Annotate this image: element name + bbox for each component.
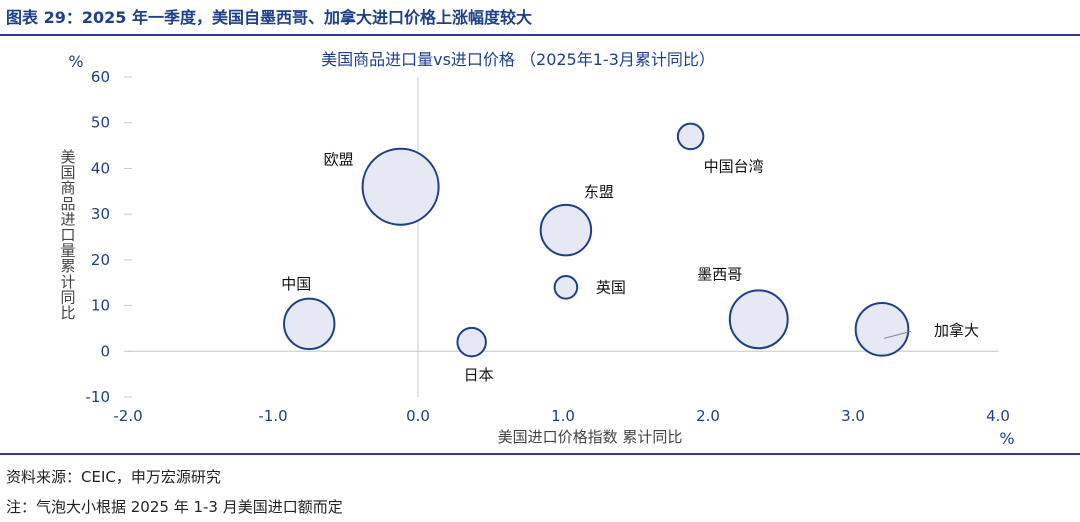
bubble-point	[361, 147, 440, 226]
title-rule	[0, 34, 1080, 36]
y-tick-label: 10	[91, 297, 110, 315]
x-tick-label: 1.0	[551, 407, 575, 425]
bubble-label: 欧盟	[324, 151, 354, 169]
y-tick-label: 0	[100, 342, 110, 360]
bubble-label: 英国	[596, 278, 626, 296]
bubble-label: 中国台湾	[704, 157, 764, 175]
y-tick-label: 30	[91, 205, 110, 223]
x-tick-label: 4.0	[986, 407, 1010, 425]
x-tick-label: -1.0	[258, 407, 287, 425]
bubble-point	[676, 122, 705, 151]
bubble-point	[539, 203, 593, 257]
x-tick-label: 3.0	[841, 407, 865, 425]
bubble-point	[283, 297, 336, 351]
bubble-point	[456, 326, 487, 358]
y-tick-label: 50	[91, 114, 110, 132]
x-axis-title: 美国进口价格指数 累计同比	[498, 428, 683, 446]
y-tick-label: 40	[91, 159, 110, 177]
x-unit-label: %	[999, 429, 1014, 448]
chart-title: 美国商品进口量vs进口价格 （2025年1-3月累计同比）	[321, 50, 715, 69]
y-tick-label: -10	[86, 388, 111, 406]
bubble-label: 加拿大	[934, 321, 979, 339]
bubble-label: 东盟	[584, 183, 614, 201]
y-unit-label: %	[68, 52, 83, 71]
bubble-point	[553, 274, 579, 300]
size-note: 注：气泡大小根据 2025 年 1-3 月美国进口额而定	[6, 498, 343, 516]
x-tick-label: 0.0	[406, 407, 430, 425]
bubble-label: 中国	[281, 275, 311, 293]
y-axis-title: 美国商品进口量累计同比	[60, 148, 75, 322]
source-rule	[0, 453, 1080, 455]
y-tick-label: 20	[91, 251, 110, 269]
x-tick-label: -2.0	[113, 407, 142, 425]
bubble-label: 日本	[464, 366, 494, 384]
x-tick-label: 2.0	[696, 407, 720, 425]
label-leader-line	[883, 330, 912, 339]
bubble-point	[854, 302, 910, 357]
bubble-label: 墨西哥	[697, 265, 742, 283]
bubble-point	[728, 289, 789, 350]
source-note: 资料来源：CEIC，申万宏源研究	[6, 468, 221, 486]
y-tick-label: 60	[91, 68, 110, 86]
figure-title: 图表 29：2025 年一季度，美国自墨西哥、加拿大进口价格上涨幅度较大	[6, 8, 532, 27]
